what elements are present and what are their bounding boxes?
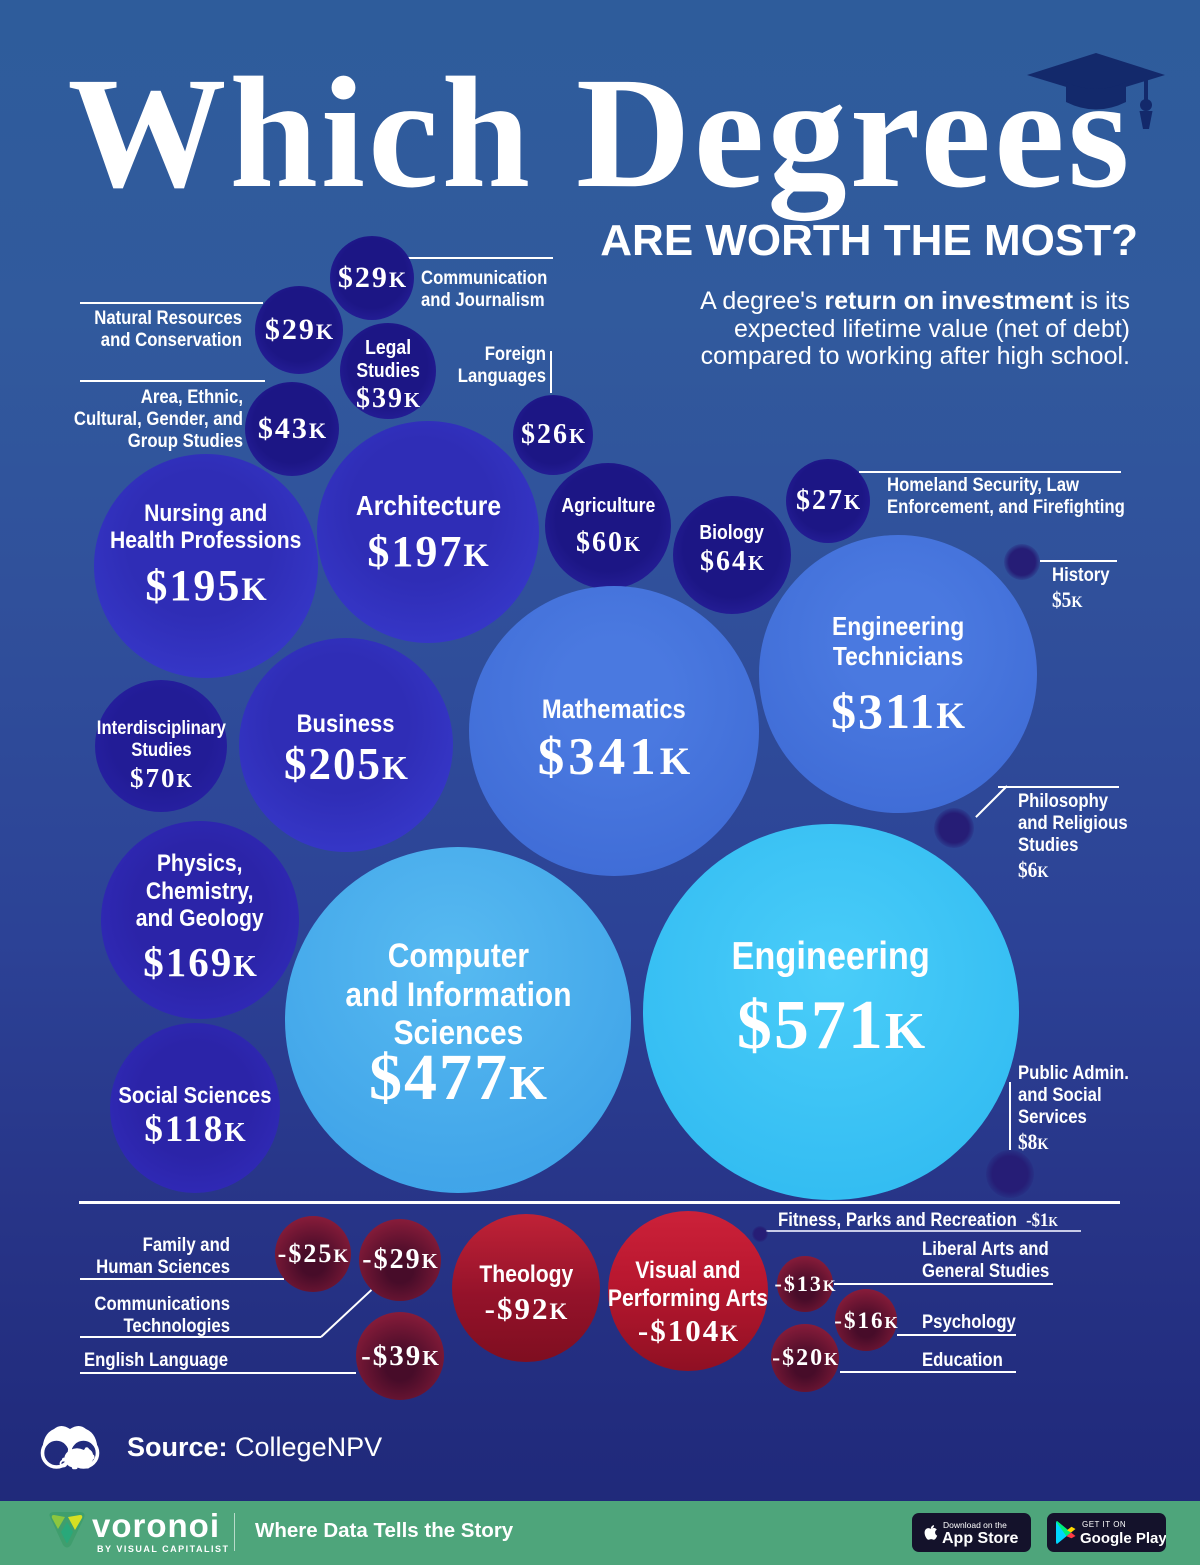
svg-text:GET IT ON: GET IT ON [1082,1520,1126,1529]
svg-text:App Store: App Store [942,1530,1019,1547]
svg-text:Google Play: Google Play [1080,1530,1166,1547]
svg-text:Download on the: Download on the [943,1520,1007,1530]
